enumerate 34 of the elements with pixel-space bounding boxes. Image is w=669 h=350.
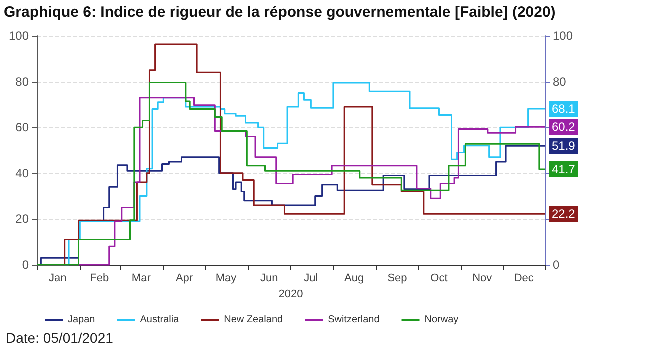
y2-tick-label: 0 bbox=[553, 258, 560, 272]
y-tick-label: 60 bbox=[16, 120, 30, 135]
y2-tick-label: 80 bbox=[553, 74, 567, 89]
x-tick-label: Jul bbox=[304, 272, 318, 284]
y-tick-label: 100 bbox=[8, 29, 30, 43]
x-tick-label: May bbox=[216, 272, 238, 284]
x-tick-label: Nov bbox=[472, 272, 493, 284]
y-tick-label: 80 bbox=[16, 74, 30, 89]
x-tick-label: Mar bbox=[132, 272, 152, 284]
data-label: 22.2 bbox=[552, 207, 576, 222]
x-tick-label: Jan bbox=[49, 272, 67, 284]
y2-tick-label: 100 bbox=[553, 29, 574, 43]
data-label: 41.7 bbox=[552, 162, 576, 177]
chart-title: Graphique 6: Indice de rigueur de la réponse gouvernementale [Faible] (2020) bbox=[4, 4, 556, 21]
x-tick-label: Sep bbox=[388, 272, 408, 284]
x-tick-label: Jun bbox=[260, 272, 278, 284]
data-label: 68.1 bbox=[552, 102, 576, 116]
x-tick-label: Apr bbox=[176, 272, 194, 284]
x-axis-title: 2020 bbox=[278, 288, 304, 300]
x-tick-label: Feb bbox=[90, 272, 110, 284]
y-tick-label: 40 bbox=[16, 166, 30, 180]
y-tick-label: 20 bbox=[16, 212, 30, 226]
x-tick-label: Aug bbox=[344, 272, 364, 284]
legend-label: Australia bbox=[140, 314, 180, 326]
legend-label: Norway bbox=[424, 314, 459, 326]
y-tick-label: 0 bbox=[22, 258, 30, 272]
data-label: 60.2 bbox=[552, 120, 576, 134]
data-label: 51.9 bbox=[552, 139, 576, 154]
legend-label: Japan bbox=[68, 314, 96, 326]
legend-label: New Zealand bbox=[224, 314, 284, 326]
legend-label: Switzerland bbox=[328, 314, 380, 326]
x-tick-label: Oct bbox=[430, 272, 448, 284]
text: Date: 05/01/2021 bbox=[6, 330, 114, 346]
x-tick-label: Dec bbox=[514, 272, 534, 284]
